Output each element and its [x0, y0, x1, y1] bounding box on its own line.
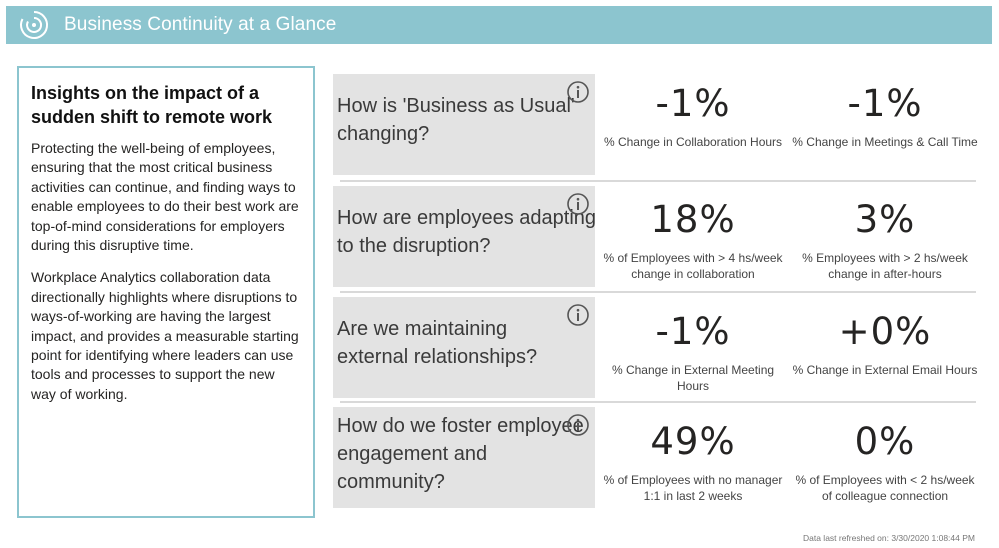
- metric-value: 0%: [854, 420, 916, 463]
- metric-value: 3%: [854, 198, 916, 241]
- metric-value: -1%: [655, 82, 731, 125]
- metric-no-manager-1on1: 49% % of Employees with no manager 1:1 i…: [598, 420, 788, 504]
- metric-label: % Employees with > 2 hs/week change in a…: [802, 251, 968, 281]
- question-card-external-relationships: Are we maintaining external relationship…: [333, 297, 595, 398]
- page-title: Business Continuity at a Glance: [64, 14, 337, 35]
- question-text: Are we maintaining external relationship…: [337, 318, 538, 368]
- metric-meetings-call-time: -1% % Change in Meetings & Call Time: [790, 82, 980, 150]
- metric-label: % Change in External Email Hours: [792, 363, 978, 377]
- question-card-business-as-usual: How is 'Business as Usual' changing?: [333, 74, 595, 175]
- question-text: How do we foster employee engagement and…: [337, 415, 584, 493]
- metric-label: % Change in Collaboration Hours: [603, 135, 783, 149]
- metric-external-email-hours: +0% % Change in External Email Hours: [790, 310, 980, 378]
- divider: [340, 401, 976, 403]
- insights-panel: Insights on the impact of a sudden shift…: [17, 66, 315, 518]
- metric-external-meeting-hours: -1% % Change in External Meeting Hours: [598, 310, 788, 394]
- metric-value: -1%: [847, 82, 923, 125]
- metric-label: % of Employees with < 2 hs/week of colle…: [795, 473, 975, 503]
- info-icon[interactable]: [566, 303, 590, 327]
- metric-value: 49%: [650, 420, 736, 463]
- info-icon[interactable]: [566, 192, 590, 216]
- info-icon[interactable]: [566, 80, 590, 104]
- data-refreshed-note: Data last refreshed on: 3/30/2020 1:08:4…: [802, 533, 975, 543]
- metric-collaboration-hours: -1% % Change in Collaboration Hours: [598, 82, 788, 150]
- question-card-adapting: How are employees adapting to the disrup…: [333, 186, 597, 287]
- question-text: How is 'Business as Usual' changing?: [337, 95, 575, 145]
- insights-title: Insights on the impact of a sudden shift…: [31, 83, 273, 127]
- question-card-engagement: How do we foster employee engagement and…: [333, 407, 595, 508]
- insights-paragraph: Workplace Analytics collaboration data d…: [31, 269, 299, 402]
- metric-colleague-connection: 0% % of Employees with < 2 hs/week of co…: [790, 420, 980, 504]
- metric-label: % of Employees with no manager 1:1 in la…: [603, 473, 783, 503]
- metric-value: 18%: [650, 198, 736, 241]
- metric-value: +0%: [838, 310, 932, 353]
- power-bi-logo-icon: [20, 11, 49, 39]
- info-icon[interactable]: [566, 413, 590, 437]
- metric-label: % Change in Meetings & Call Time: [792, 135, 978, 149]
- divider: [340, 180, 976, 182]
- insights-paragraph: Protecting the well-being of employees, …: [31, 140, 299, 254]
- divider: [340, 291, 976, 293]
- question-text: How are employees adapting to the disrup…: [337, 207, 597, 257]
- metric-collaboration-change: 18% % of Employees with > 4 hs/week chan…: [598, 198, 788, 282]
- metric-after-hours: 3% % Employees with > 2 hs/week change i…: [790, 198, 980, 282]
- metric-value: -1%: [655, 310, 731, 353]
- metric-label: % Change in External Meeting Hours: [611, 363, 775, 393]
- page-header: Business Continuity at a Glance: [6, 6, 992, 44]
- metric-label: % of Employees with > 4 hs/week change i…: [603, 251, 783, 281]
